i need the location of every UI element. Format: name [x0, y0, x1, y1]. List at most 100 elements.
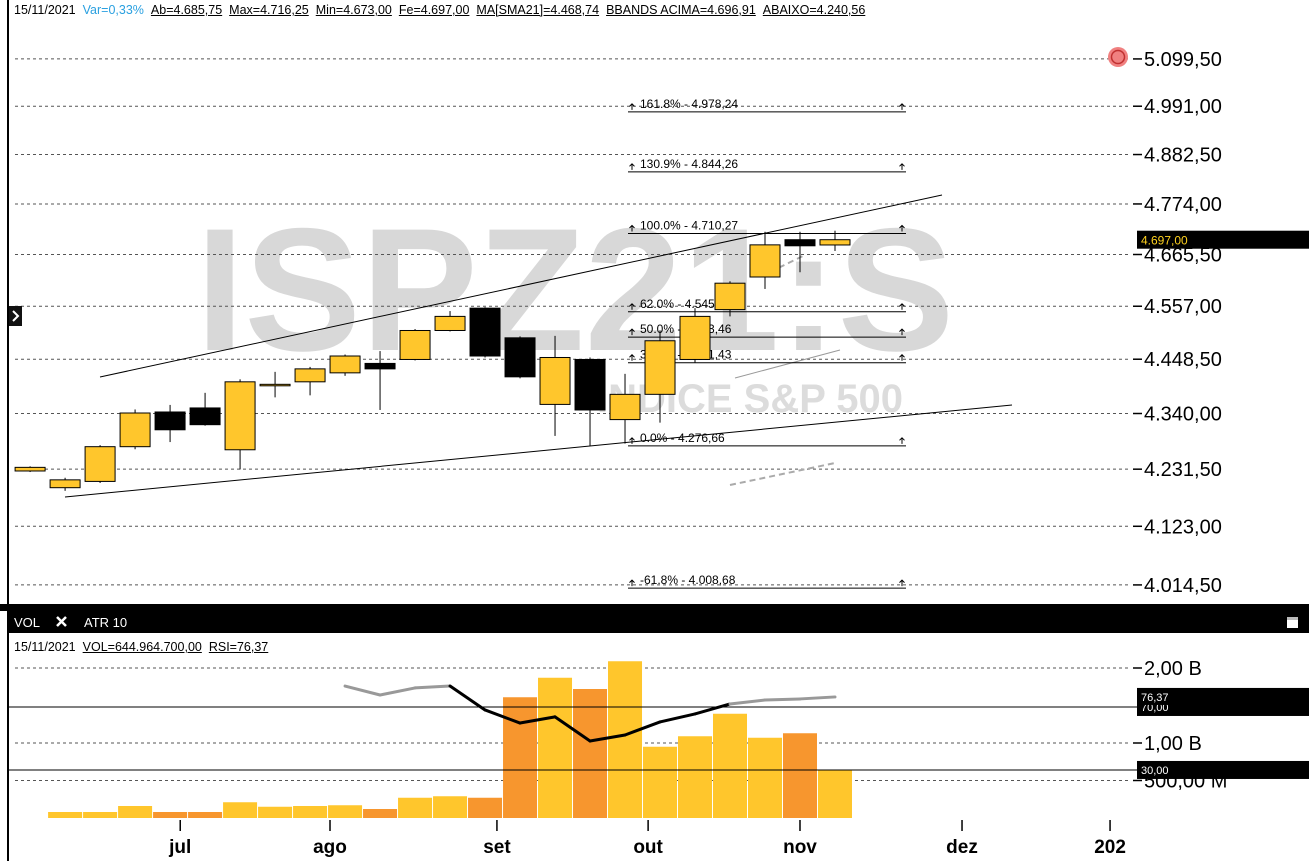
volume-bar — [48, 812, 83, 818]
indicator-fragment — [734, 349, 841, 379]
candle-body — [364, 362, 396, 370]
candle-body — [749, 244, 781, 278]
rsi-line — [448, 684, 487, 712]
x-tick-label: set — [483, 837, 511, 858]
maximize-bar — [1287, 617, 1298, 620]
volume-bar — [188, 812, 223, 818]
volume-bar — [608, 661, 643, 818]
volume-bar — [713, 713, 748, 818]
volume-bar — [223, 802, 258, 818]
rsi-line — [798, 695, 837, 701]
y-tick-label: 4.123,00 — [1144, 516, 1222, 538]
candle-body — [259, 383, 291, 387]
trendline — [99, 194, 943, 378]
rsi-line — [553, 715, 592, 743]
fib-arrow — [629, 103, 635, 110]
grid: 5.099,50 4.991,00 4.882,50 4.774,00 4.665,50… — [15, 49, 1222, 597]
rsi-line — [763, 697, 802, 702]
pane-separator — [0, 604, 1309, 611]
candle-body — [644, 340, 676, 395]
header-field: Min=4.673,00 — [315, 3, 392, 17]
rsi-level-box — [1137, 760, 1309, 779]
candle-body — [819, 239, 851, 246]
tab-label[interactable]: ATR 10 — [84, 615, 127, 630]
y-tick-label: 4.340,00 — [1144, 404, 1222, 426]
candle-body — [329, 355, 361, 374]
candle-body — [714, 282, 746, 311]
volume-bar — [503, 697, 538, 818]
volume-bar — [573, 689, 608, 818]
watermark: ISPZ21:S — [196, 193, 955, 388]
y-tick-label: 4.774,00 — [1144, 194, 1222, 216]
rsi-last-box — [1137, 687, 1309, 705]
rsi-line — [518, 715, 557, 725]
y-tick-label: 4.882,50 — [1144, 145, 1222, 167]
tab-label[interactable]: VOL — [14, 615, 40, 630]
fib-label: 100.0% - 4.710,27 — [640, 218, 738, 232]
header-field: VOL=644.964.700,00 — [82, 640, 202, 654]
fib-arrow — [629, 303, 635, 310]
fib-arrow — [629, 579, 635, 587]
rsi-line — [658, 712, 697, 724]
fib-arrow — [899, 103, 905, 110]
x-tick-label: nov — [783, 837, 817, 858]
candle-body — [539, 356, 571, 405]
header-field: 15/11/2021 — [14, 3, 76, 17]
volume-bar — [678, 736, 713, 818]
candle-body — [154, 411, 186, 431]
volume-bar — [258, 806, 293, 818]
rsi-line — [483, 708, 522, 725]
header-field: RSI=76,37 — [208, 640, 269, 654]
candle-body — [679, 315, 711, 360]
volume-bar — [118, 806, 153, 818]
y-tick-label: 2,00 B — [1144, 658, 1202, 680]
last-price-box — [1137, 230, 1309, 249]
indicator-fragment — [769, 254, 806, 273]
y-tick-label: 4.231,50 — [1144, 459, 1222, 481]
candle-body — [294, 368, 326, 383]
fib-label: 161.8% - 4.978,24 — [640, 97, 738, 111]
header-field: Ab=4.685,75 — [150, 3, 223, 17]
rsi-line — [413, 684, 452, 690]
header-field: Fe=4.697,00 — [398, 3, 470, 17]
fib-label: 0.0% - 4.276,66 — [640, 431, 725, 445]
candle-body — [574, 358, 606, 411]
x-tick-label: ago — [313, 837, 347, 858]
tab-close[interactable] — [56, 616, 67, 627]
fib-arrow — [629, 224, 635, 232]
header-field: 15/11/2021 — [14, 640, 76, 654]
rsi-line — [728, 698, 767, 706]
fib-arrow — [899, 328, 905, 336]
header-field: Max=4.716,25 — [229, 3, 309, 17]
candle-body — [434, 315, 466, 331]
fib-arrow — [629, 354, 635, 361]
rsi-line — [343, 684, 382, 697]
fib-label: -61.8% - 4.008,68 — [640, 573, 736, 587]
side-toggle[interactable] — [9, 306, 22, 326]
candle-body — [224, 381, 256, 451]
candle-body — [504, 337, 536, 378]
fib-arrow — [899, 437, 905, 444]
volume-bar — [643, 746, 678, 818]
candles: 4.697,00 — [14, 230, 1309, 491]
rsi-level-label: 70,00 — [1141, 702, 1169, 714]
rsi-line — [588, 733, 627, 743]
candle-body — [84, 446, 116, 482]
last-price-label: 4.697,00 — [1141, 234, 1188, 248]
maximize-button[interactable] — [1287, 617, 1298, 628]
y-tick-label: 1,00 B — [1144, 733, 1202, 755]
y-tick-label: 4.014,50 — [1144, 575, 1222, 597]
volume-bar — [538, 677, 573, 818]
volume-bar — [782, 733, 817, 818]
fib-arrow — [899, 163, 905, 170]
candle-body — [609, 393, 641, 421]
indicator-fragment — [729, 462, 836, 486]
rsi-level-label: 30,00 — [1141, 765, 1169, 777]
fib-arrow — [629, 437, 635, 444]
trendline — [64, 404, 1013, 498]
rsi-line — [693, 702, 732, 716]
y-tick-label: 4.991,00 — [1144, 96, 1222, 118]
